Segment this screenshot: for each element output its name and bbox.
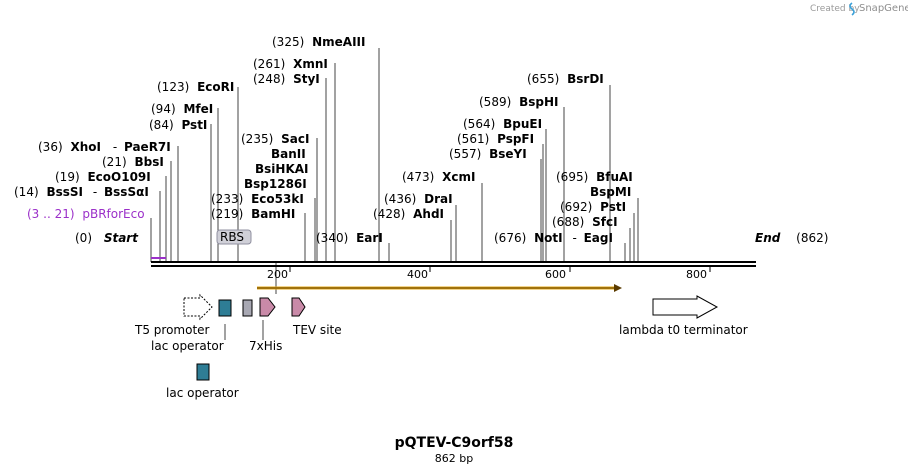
site-label-bspmi: BspMI bbox=[590, 185, 631, 199]
ruler: 200 400 600 800 bbox=[267, 266, 711, 281]
site-label-xmni: (261) XmnI bbox=[253, 57, 328, 71]
lambda-t0-terminator-label: lambda t0 terminator bbox=[619, 323, 748, 337]
tick-label-400: 400 bbox=[407, 268, 428, 281]
7xhis-label: 7xHis bbox=[249, 339, 282, 353]
tick-label-800: 800 bbox=[686, 268, 707, 281]
start-marker: (0) Start bbox=[75, 231, 139, 245]
site-label-bfuai: (695) BfuAI bbox=[556, 170, 633, 184]
rbs-label-pill bbox=[216, 229, 252, 245]
site-label-eco53ki: (233) Eco53kI bbox=[211, 192, 304, 206]
backbone bbox=[151, 257, 756, 267]
snapgene-logo-icon bbox=[849, 2, 855, 16]
site-label-saci: (235) SacI bbox=[241, 132, 309, 146]
tev-site-arrow bbox=[291, 297, 306, 317]
site-label-drai: (436) DraI bbox=[384, 192, 453, 206]
site-label-nmeaiii: (325) NmeAIII bbox=[272, 35, 365, 49]
site-label-bsihkai: BsiHKAI bbox=[255, 162, 309, 176]
site-label-bsphi: (589) BspHI bbox=[479, 95, 559, 109]
lac-operator-label-1: lac operator bbox=[151, 339, 224, 353]
lac-operator-label-2: lac operator bbox=[166, 386, 239, 400]
t5-promoter-feature bbox=[183, 293, 213, 321]
snapgene-brand: SnapGene bbox=[859, 3, 908, 14]
site-label-noti: (676) NotI - EagI bbox=[494, 231, 613, 245]
site-label-sfci: (688) SfcI bbox=[552, 215, 618, 229]
orf-arrow bbox=[257, 284, 622, 292]
site-label-pspfi: (561) PspFI bbox=[457, 132, 534, 146]
cut-site-lines bbox=[150, 48, 639, 294]
site-label-xhoi: (36) XhoI - PaeR7I bbox=[38, 140, 171, 154]
rbs-box bbox=[242, 299, 253, 317]
created-by-label: Created by bbox=[810, 4, 860, 14]
site-label-ecoo109i: (19) EcoO109I bbox=[55, 170, 151, 184]
site-label-bamhi: (219) BamHI bbox=[211, 207, 295, 221]
site-label-styi: (248) StyI bbox=[253, 72, 320, 86]
site-label-bsssi: (14) BssSI - BssSαI bbox=[14, 185, 149, 199]
site-label-eari: (340) EarI bbox=[316, 231, 383, 245]
t5-promoter-label: T5 promoter bbox=[134, 323, 210, 337]
tev-site-label: TEV site bbox=[292, 323, 342, 337]
site-label-psti-2: (692) PstI bbox=[560, 200, 626, 214]
site-label-bbsi: (21) BbsI bbox=[102, 155, 164, 169]
site-label-ecori: (123) EcoRI bbox=[157, 80, 234, 94]
site-label-mfei: (94) MfeI bbox=[151, 102, 213, 116]
plasmid-title: pQTEV-C9orf58 bbox=[395, 435, 514, 451]
7xhis-arrow bbox=[259, 297, 276, 317]
plasmid-size: 862 bp bbox=[435, 452, 473, 465]
tick-label-600: 600 bbox=[545, 268, 566, 281]
site-label-banii: BanII bbox=[271, 147, 306, 161]
site-label-bsrdi: (655) BsrDI bbox=[527, 72, 604, 86]
lac-operator-box-2 bbox=[196, 363, 210, 381]
site-label-ahdi: (428) AhdI bbox=[373, 207, 444, 221]
rbs-label: RBS bbox=[220, 230, 244, 244]
site-label-bpuei: (564) BpuEI bbox=[463, 117, 542, 131]
primer-label: (3 .. 21) pBRforEco bbox=[27, 207, 145, 221]
lambda-t0-terminator-arrow bbox=[652, 295, 719, 319]
tick-label-200: 200 bbox=[267, 268, 288, 281]
end-marker: End (862) bbox=[755, 231, 828, 245]
site-label-bseyi: (557) BseYI bbox=[449, 147, 527, 161]
site-label-bsp1286i: Bsp1286I bbox=[244, 177, 307, 191]
lac-operator-box-1 bbox=[218, 299, 232, 317]
site-label-xcmi: (473) XcmI bbox=[402, 170, 475, 184]
site-label-psti: (84) PstI bbox=[149, 118, 207, 132]
